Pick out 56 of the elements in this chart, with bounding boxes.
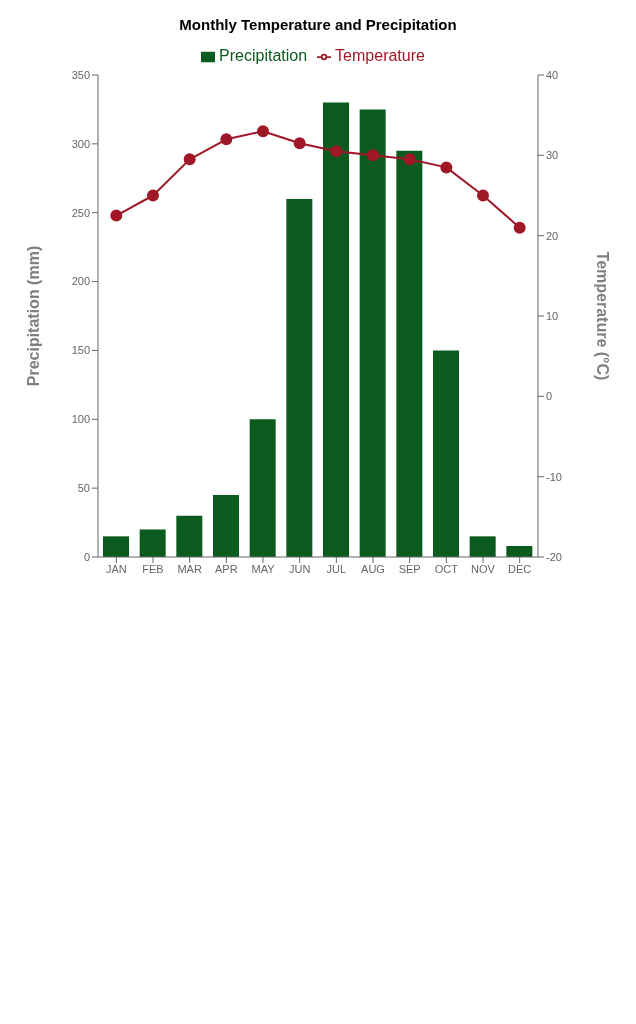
y2-tick-label: -10 (546, 470, 562, 483)
y2-tick-label: 40 (546, 68, 559, 81)
point (330, 145, 343, 158)
point (513, 221, 526, 234)
x-tick-label: OCT (434, 562, 459, 575)
bar (139, 529, 166, 557)
x-tick-label: MAR (177, 562, 202, 575)
bar (213, 495, 239, 557)
y-tick-label: 350 (71, 68, 90, 81)
y2-axis-title: Temperature (°C) (594, 251, 612, 381)
x-tick-label: NOV (471, 562, 496, 575)
y-tick-label: 150 (71, 344, 90, 357)
bar (506, 545, 533, 557)
bar (286, 198, 313, 557)
point (367, 149, 379, 162)
bar (323, 102, 349, 557)
legend-label: Precipitation (219, 47, 308, 64)
x-tick-label: APR (215, 562, 238, 575)
x-tick-label: JAN (105, 562, 127, 575)
y-axis-title: Precipitation (mm) (24, 245, 42, 387)
y-tick-label: 200 (71, 275, 90, 288)
bar (469, 536, 496, 557)
point (477, 189, 489, 202)
point (220, 133, 233, 146)
y2-tick-label: 20 (546, 229, 559, 242)
y2-tick-label: 10 (546, 309, 559, 322)
x-tick-label: AUG (361, 562, 385, 575)
x-tick-label: JUL (326, 562, 347, 575)
x-tick-label: DEC (508, 562, 532, 575)
y-tick-label: 0 (83, 550, 90, 563)
point (440, 161, 453, 174)
y2-tick-label: 0 (546, 390, 553, 403)
x-tick-label: SEP (398, 562, 421, 575)
bar (249, 419, 276, 557)
y-tick-label: 100 (71, 413, 90, 426)
y-tick-label: 250 (71, 206, 90, 219)
y2-tick-label: 30 (546, 149, 559, 162)
bar (396, 150, 423, 557)
point (257, 125, 269, 138)
y-tick-label: 300 (71, 137, 90, 150)
chart-title: Monthly Temperature and Precipitation (178, 16, 458, 33)
bar (176, 515, 203, 557)
y-tick-label: 50 (77, 482, 90, 495)
y2-tick-label: -20 (546, 550, 562, 563)
bar (103, 536, 129, 557)
point (147, 189, 159, 202)
point (183, 153, 196, 166)
x-tick-label: FEB (142, 562, 164, 575)
bar (433, 350, 459, 557)
point (110, 209, 123, 222)
legend-label: Temperature (335, 47, 425, 64)
bar (359, 109, 386, 557)
x-tick-label: MAY (251, 562, 276, 575)
x-tick-label: JUN (288, 562, 311, 575)
point (293, 137, 306, 150)
point (403, 153, 416, 166)
